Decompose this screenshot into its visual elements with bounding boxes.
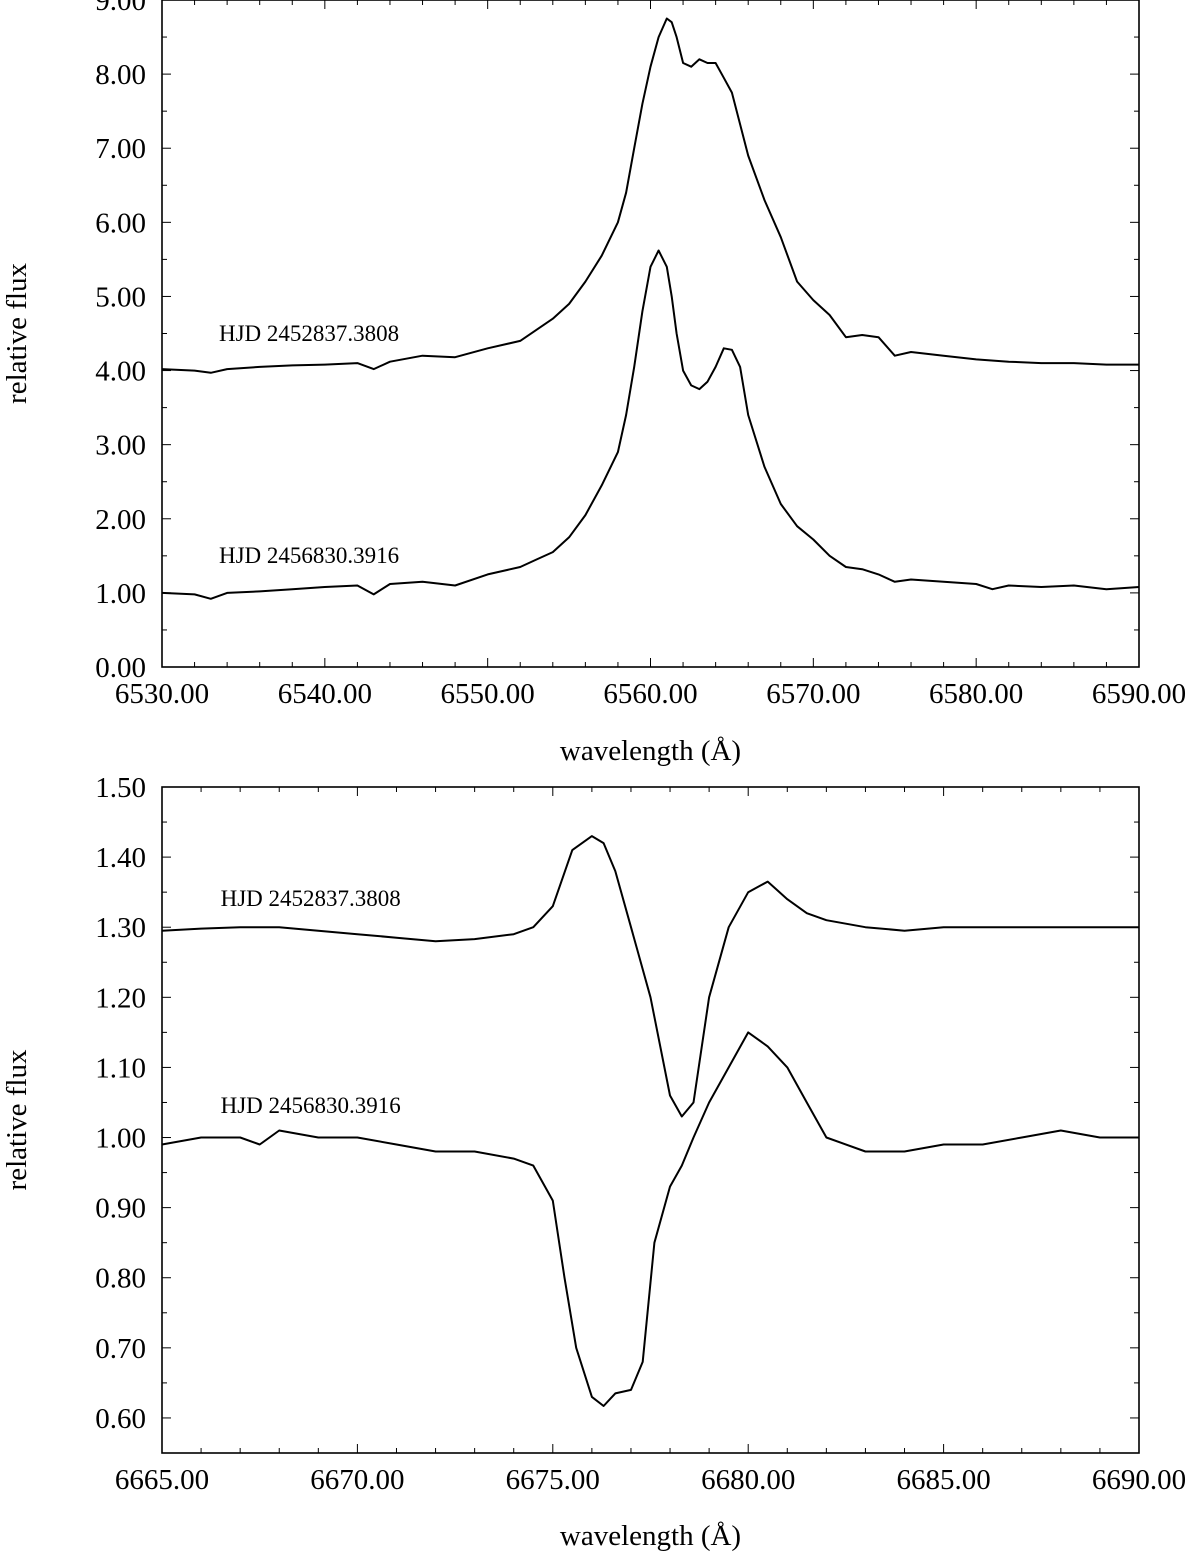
y-tick-label: 1.20 <box>95 982 146 1014</box>
y-tick-label: 1.00 <box>95 1123 146 1155</box>
spectrum-line-2 <box>161 1031 1139 1407</box>
x-tick-label: 6690.00 <box>1092 1464 1186 1496</box>
x-tick-label: 6530.00 <box>115 678 209 710</box>
y-tick-label: 4.00 <box>95 356 146 388</box>
y-tick-label: 0.00 <box>95 652 146 684</box>
y-tick-label: 0.70 <box>95 1333 146 1365</box>
spectrum-line-2 <box>161 249 1140 600</box>
x-tick-label: 6560.00 <box>603 678 697 710</box>
y-tick-label: 1.00 <box>95 578 146 610</box>
y-tick-label: 5.00 <box>95 281 146 313</box>
y-tick-label: 2.00 <box>95 504 146 536</box>
hjd-label: HJD 2452837.3808 <box>221 886 401 911</box>
y-tick-label: 1.50 <box>95 772 146 804</box>
y-axis-title: relative flux <box>1 263 33 404</box>
y-tick-label: 8.00 <box>95 59 146 91</box>
x-tick-label: 6540.00 <box>278 678 372 710</box>
y-tick-label: 7.00 <box>95 133 146 165</box>
top-panel: 6530.00 6540.00 6550.00 6560.00 6570.00 6580.… <box>1 0 1186 767</box>
hjd-label: HJD 2456830.3916 <box>221 1093 401 1118</box>
spectrum-line-1 <box>161 17 1139 374</box>
y-tick-label: 0.60 <box>95 1403 146 1435</box>
x-tick-label: 6665.00 <box>115 1464 209 1496</box>
x-axis-title: wavelength (Å) <box>560 1520 741 1552</box>
x-tick-label: 6550.00 <box>441 678 535 710</box>
plot-frame <box>161 786 1140 1454</box>
y-tick-label: 3.00 <box>95 430 146 462</box>
x-tick-label: 6685.00 <box>896 1464 990 1496</box>
x-tick-label: 6680.00 <box>701 1464 795 1496</box>
y-tick-label: 1.10 <box>95 1052 146 1084</box>
x-tick-label: 6590.00 <box>1092 678 1186 710</box>
y-tick-label: 9.00 <box>95 0 146 17</box>
spectrum-line-1 <box>161 835 1139 1118</box>
y-tick-label: 0.90 <box>95 1193 146 1225</box>
x-axis-title: wavelength (Å) <box>560 735 741 767</box>
x-tick-label: 6670.00 <box>310 1464 404 1496</box>
x-tick-label: 6675.00 <box>506 1464 600 1496</box>
hjd-label: HJD 2452837.3808 <box>219 321 399 346</box>
y-axis-title: relative flux <box>1 1049 33 1190</box>
hjd-label: HJD 2456830.3916 <box>219 543 399 568</box>
y-tick-label: 1.30 <box>95 912 146 944</box>
x-tick-label: 6570.00 <box>766 678 860 710</box>
x-tick-label: 6580.00 <box>929 678 1023 710</box>
y-tick-label: 1.40 <box>95 842 146 874</box>
y-tick-label: 6.00 <box>95 207 146 239</box>
bottom-panel: 6665.00 6670.00 6675.00 6680.00 6685.00 6690.… <box>1 772 1186 1552</box>
y-tick-label: 0.80 <box>95 1263 146 1295</box>
